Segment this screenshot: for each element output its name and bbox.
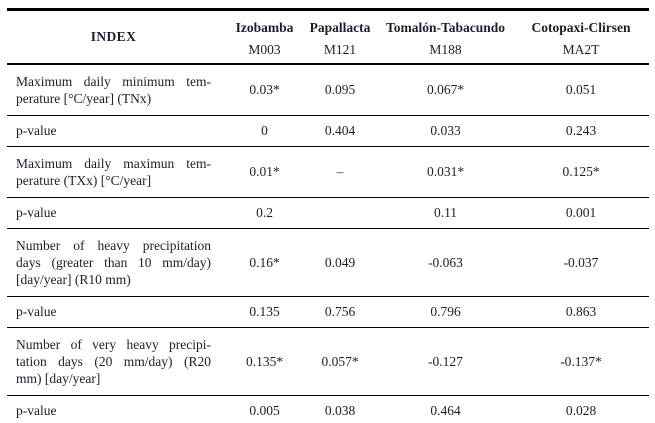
value-cell: 0.031* xyxy=(426,164,465,179)
value-cell: 0.135* xyxy=(245,353,284,369)
value-cell: 0.005 xyxy=(249,403,280,418)
value-cell: 0.051 xyxy=(565,82,597,97)
index-row: Number of very heavy precipi-tation days… xyxy=(7,328,649,396)
row-label: p-value xyxy=(7,198,227,229)
row-label-line: Maximum daily maximun tem- xyxy=(16,156,211,171)
index-row: Number of heavy precipitation days (great… xyxy=(7,229,649,297)
header-row: INDEX Izobamba M003 Papallacta M121 Tomalón-… xyxy=(7,10,649,65)
value-cell: 0.464 xyxy=(430,403,461,418)
row-label-line: perature (TXx) [°C/year] xyxy=(16,173,152,188)
pvalue-row: p-value 0.135 0.756 0.796 0.863 xyxy=(7,297,649,328)
station-name: Papallacta xyxy=(309,20,371,35)
station-name: Tomalón-Tabacundo xyxy=(385,20,506,35)
station-code: M188 xyxy=(429,42,462,57)
row-label: p-value xyxy=(7,396,227,423)
station-code: M121 xyxy=(323,42,357,57)
row-label-line: p-value xyxy=(16,403,57,418)
station-header-m121: Papallacta M121 xyxy=(302,10,378,65)
station-code: M003 xyxy=(248,42,281,57)
table-container: INDEX Izobamba M003 Papallacta M121 Tomalón-… xyxy=(7,8,649,423)
pvalue-row: p-value 0 0.404 0.033 0.243 xyxy=(7,116,649,147)
row-label: p-value xyxy=(7,116,227,147)
climate-trend-table: INDEX Izobamba M003 Papallacta M121 Tomalón-… xyxy=(7,8,649,423)
row-label: Maximum daily minimum tem-perature [°C/y… xyxy=(7,64,227,116)
row-label-line: [day/year] (R10 mm) xyxy=(16,272,131,287)
value-cell: 0.404 xyxy=(324,123,356,138)
table-body: Maximum daily minimum tem-perature [°C/y… xyxy=(7,64,649,423)
station-header-m188: Tomalón-Tabacundo M188 xyxy=(378,10,513,65)
value-cell: 0.01* xyxy=(249,164,280,179)
value-cell: 0.028 xyxy=(565,403,597,418)
index-column-header: INDEX xyxy=(90,29,137,44)
station-header-m003: Izobamba M003 xyxy=(227,10,302,65)
row-label: Maximum daily maximun tem-perature (TXx)… xyxy=(7,147,227,198)
value-cell: 0.125* xyxy=(562,164,600,179)
value-cell: 0.135 xyxy=(249,304,280,319)
row-label-line: mm) [day/year] xyxy=(16,371,101,386)
row-label-line: p-value xyxy=(16,205,57,220)
value-cell: -0.127 xyxy=(428,353,463,369)
station-name: Cotopaxi-Clirsen xyxy=(531,20,631,35)
value-cell: 0.038 xyxy=(324,403,356,418)
row-label-line: perature [°C/year] (TNx) xyxy=(16,91,152,106)
pvalue-row: p-value 0.005 0.038 0.464 0.028 xyxy=(7,396,649,423)
station-code: MA2T xyxy=(562,42,600,57)
value-cell: 0.11 xyxy=(433,205,458,220)
row-label: p-value xyxy=(7,297,227,328)
value-cell: 0.095 xyxy=(324,82,356,97)
value-cell: 0.16* xyxy=(249,254,280,270)
table-header: INDEX Izobamba M003 Papallacta M121 Tomalón-… xyxy=(7,10,649,65)
value-cell: 0.863 xyxy=(565,304,597,319)
value-cell: -0.063 xyxy=(428,254,463,270)
value-cell: 0.796 xyxy=(430,304,461,319)
row-label-line: Number of very heavy precipi- xyxy=(16,337,211,352)
row-label: Number of heavy precipitation days (great… xyxy=(7,229,227,297)
row-label: Number of very heavy precipi-tation days… xyxy=(7,328,227,396)
station-header-ma2t: Cotopaxi-Clirsen MA2T xyxy=(513,10,649,65)
value-cell xyxy=(302,198,378,229)
row-label-line: p-value xyxy=(16,123,57,138)
value-cell: 0.033 xyxy=(430,123,461,138)
value-cell: 0.067* xyxy=(426,82,465,97)
value-cell: 0.756 xyxy=(324,304,356,319)
value-cell: 0.049 xyxy=(324,254,356,270)
value-cell: 0.2 xyxy=(256,205,273,220)
row-label-line: days (greater than 10 mm/day) xyxy=(16,255,211,270)
value-cell: 0.243 xyxy=(565,123,597,138)
index-row: Maximum daily minimum tem-perature [°C/y… xyxy=(7,64,649,116)
row-label-line: Number of heavy precipitation xyxy=(16,238,211,253)
row-label-line: p-value xyxy=(16,304,57,319)
value-cell: 0.03* xyxy=(249,82,280,97)
index-row: Maximum daily maximun tem-perature (TXx)… xyxy=(7,147,649,198)
value-cell: -0.037 xyxy=(563,254,599,270)
station-name: Izobamba xyxy=(235,20,294,35)
value-cell: – xyxy=(336,164,344,179)
row-label-line: tation days (20 mm/day) (R20 xyxy=(16,354,211,369)
value-cell: 0.057* xyxy=(321,353,359,369)
pvalue-row: p-value 0.2 0.11 0.001 xyxy=(7,198,649,229)
value-cell: 0 xyxy=(261,123,268,138)
value-cell: -0.137* xyxy=(560,353,602,369)
row-label-line: Maximum daily minimum tem- xyxy=(16,74,211,89)
value-cell: 0.001 xyxy=(565,205,597,220)
